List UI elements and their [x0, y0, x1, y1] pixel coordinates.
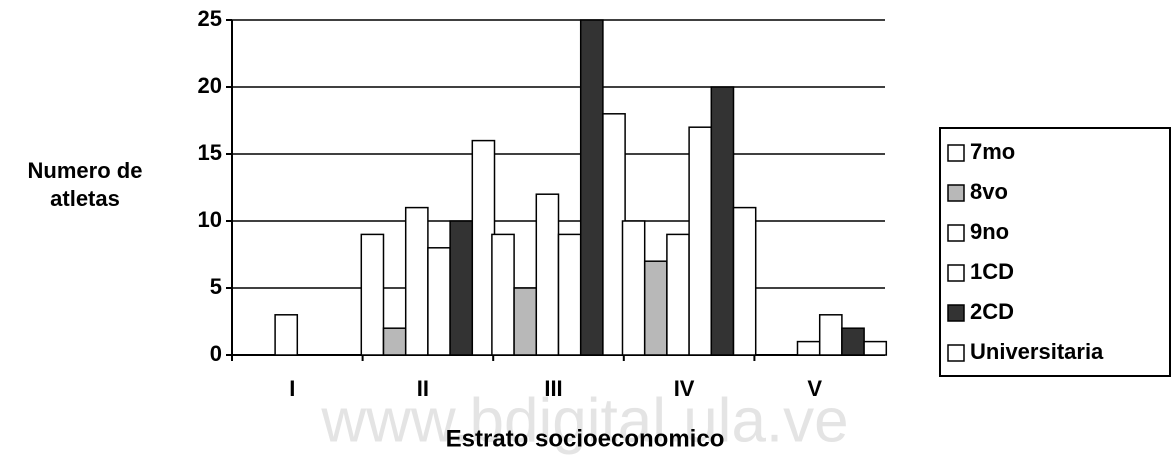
x-tick-label: V: [807, 376, 822, 401]
bar: [535, 193, 560, 356]
bar: [274, 314, 299, 356]
x-tick-label: I: [289, 376, 295, 401]
bar: [404, 206, 429, 356]
legend-label: 1CD: [970, 259, 1014, 284]
legend-box: [939, 127, 1171, 377]
legend-label: 7mo: [970, 139, 1015, 164]
bar: [621, 220, 646, 356]
watermark: www.bdigital.ula.ve: [320, 386, 848, 455]
y-tick-label: 5: [210, 274, 222, 299]
bar: [360, 233, 385, 356]
x-tick-label: II: [417, 376, 429, 401]
bar: [818, 314, 843, 356]
legend-label: 9no: [970, 219, 1009, 244]
bar: [449, 220, 474, 356]
bar: [863, 340, 888, 356]
legend-swatch: [947, 224, 965, 242]
bar: [796, 340, 821, 356]
bar: [427, 247, 451, 356]
y-tick-label: 20: [198, 73, 222, 98]
x-tick-label: III: [544, 376, 562, 401]
bar: [732, 206, 757, 356]
legend-label: 8vo: [970, 179, 1008, 204]
legend-swatch: [947, 264, 965, 282]
bar: [579, 19, 604, 356]
bar: [710, 86, 735, 356]
legend-label: 2CD: [970, 299, 1014, 324]
bar: [382, 327, 407, 356]
bar: [491, 233, 515, 356]
legend-label: Universitaria: [970, 339, 1104, 364]
legend-swatch: [947, 144, 965, 162]
bar: [841, 327, 865, 356]
y-axis-label: Numero de: [28, 158, 143, 183]
y-tick-label: 15: [198, 140, 222, 165]
x-axis-label: Estrato socioeconomico: [446, 425, 725, 452]
y-tick-label: 0: [210, 341, 222, 366]
y-axis-label: atletas: [50, 186, 120, 211]
y-tick-label: 10: [198, 207, 222, 232]
bar: [557, 233, 582, 356]
legend-swatch: [947, 344, 965, 362]
y-tick-label: 25: [198, 6, 222, 31]
legend-swatch: [947, 304, 965, 322]
legend-swatch: [947, 184, 965, 202]
bar: [666, 233, 690, 356]
bar: [643, 260, 668, 356]
bar: [513, 287, 538, 356]
x-tick-label: IV: [674, 376, 695, 401]
bar: [688, 126, 713, 356]
